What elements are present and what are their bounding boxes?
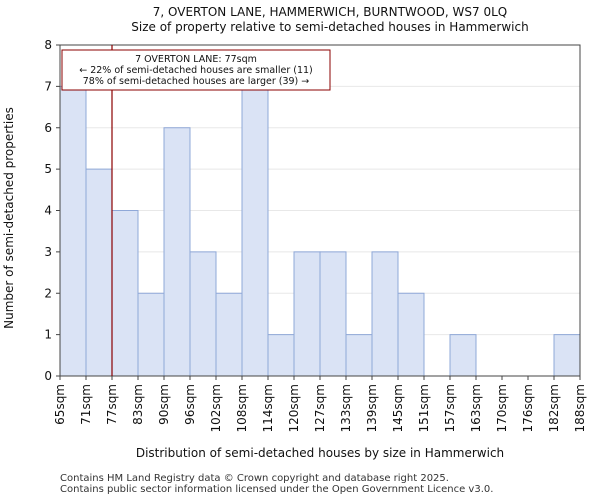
plot-frame	[59, 44, 581, 377]
y-tick-label: 0	[44, 369, 52, 383]
bar-90sqm	[163, 127, 191, 377]
y-tick-label: 8	[44, 38, 52, 52]
x-tick-label: 90sqm	[157, 384, 171, 425]
bars	[59, 85, 581, 377]
histogram-chart: 7, OVERTON LANE, HAMMERWICH, BURNTWOOD, …	[2, 5, 587, 460]
y-tick-label: 5	[44, 162, 52, 176]
x-tick-label: 145sqm	[391, 384, 405, 432]
x-tick-label: 65sqm	[53, 384, 67, 425]
bar-102sqm	[215, 292, 243, 377]
y-tick-label: 7	[44, 79, 52, 93]
bar-145sqm	[397, 292, 425, 377]
bar-139sqm	[371, 251, 399, 377]
x-tick-label: 114sqm	[261, 384, 275, 432]
annotation-line-3: 78% of semi-detached houses are larger (…	[83, 76, 310, 87]
x-tick-label: 77sqm	[105, 384, 119, 425]
x-tick-label: 133sqm	[339, 384, 353, 432]
bar-108sqm	[241, 85, 269, 377]
x-axis: 65sqm 71sqm 77sqm 83sqm 90sqm 96sqm 102sqm 108s…	[53, 376, 587, 432]
annotation-box: 7 OVERTON LANE: 77sqm ← 22% of semi-deta…	[61, 49, 331, 91]
footer-attribution-2: Contains public sector information licen…	[60, 484, 494, 495]
x-tick-label: 139sqm	[365, 384, 379, 432]
bar-114sqm	[267, 334, 295, 377]
x-axis-label: Distribution of semi-detached houses by …	[136, 446, 504, 460]
bar-120sqm	[293, 251, 321, 377]
x-tick-label: 102sqm	[209, 384, 223, 432]
bar-127sqm	[319, 251, 347, 377]
bar-83sqm	[137, 292, 165, 377]
footer-attribution-1: Contains HM Land Registry data © Crown c…	[60, 473, 449, 484]
x-tick-label: 151sqm	[417, 384, 431, 432]
bar-133sqm	[345, 334, 373, 377]
y-tick-label: 1	[44, 328, 52, 342]
y-axis: 0 1 2 3 4 5 6 7 8	[44, 38, 60, 383]
x-tick-label: 176sqm	[521, 384, 535, 432]
y-tick-label: 4	[44, 204, 52, 218]
x-tick-label: 83sqm	[131, 384, 145, 425]
bar-71sqm	[85, 168, 113, 377]
y-tick-label: 6	[44, 121, 52, 135]
annotation-line-2: ← 22% of semi-detached houses are smalle…	[79, 65, 313, 76]
bar-65sqm	[59, 85, 87, 377]
x-tick-label: 96sqm	[183, 384, 197, 425]
x-tick-label: 170sqm	[495, 384, 509, 432]
x-tick-label: 127sqm	[313, 384, 327, 432]
y-tick-label: 2	[44, 286, 52, 300]
annotation-line-1: 7 OVERTON LANE: 77sqm	[135, 54, 257, 65]
x-tick-label: 71sqm	[79, 384, 93, 425]
chart-title: 7, OVERTON LANE, HAMMERWICH, BURNTWOOD, …	[153, 5, 507, 19]
y-axis-label: Number of semi-detached properties	[2, 107, 16, 329]
x-tick-label: 182sqm	[547, 384, 561, 432]
bar-77sqm	[111, 210, 139, 377]
chart-subtitle: Size of property relative to semi-detach…	[131, 20, 528, 34]
x-tick-label: 108sqm	[235, 384, 249, 432]
x-tick-label: 157sqm	[443, 384, 457, 432]
x-tick-label: 163sqm	[469, 384, 483, 432]
annotation-border	[61, 49, 331, 91]
bar-157sqm	[449, 334, 477, 377]
bar-182sqm	[553, 334, 581, 377]
x-tick-label: 188sqm	[573, 384, 587, 432]
y-tick-label: 3	[44, 245, 52, 259]
bar-96sqm	[189, 251, 217, 377]
x-tick-label: 120sqm	[287, 384, 301, 432]
